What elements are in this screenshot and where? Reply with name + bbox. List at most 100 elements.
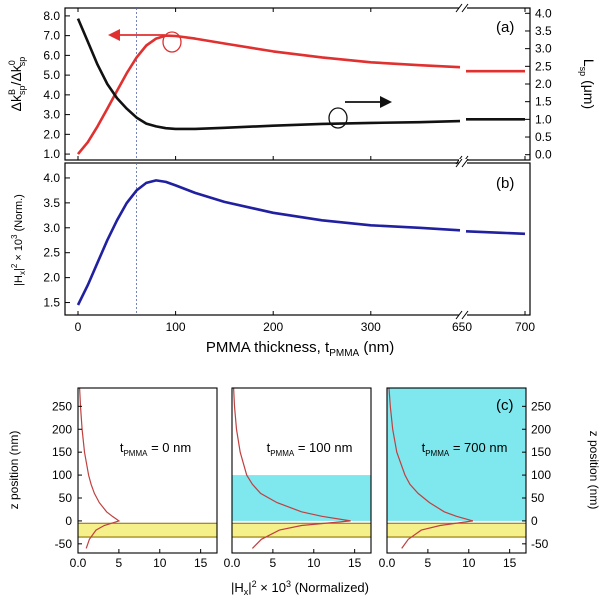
panel-c-x-tick-label: 15 — [348, 556, 362, 570]
field-profile-line — [233, 387, 351, 549]
panel-a-right-tick-label: 2.0 — [535, 77, 552, 91]
panel-a-y-ticks-right: 0.0 0.5 1.0 1.5 2.0 2.5 3.0 3.5 4.0 — [525, 6, 552, 162]
panel-c-x-tick-label: 15 — [194, 556, 208, 570]
panel-a-frame — [64, 7, 531, 161]
panel-c: 0.0 5 10 15 tPMMA = 0 nm 0.0 5 10 15 tPMMA = 100 … — [7, 387, 600, 597]
panel-c-left-tick-label: -50 — [55, 537, 73, 551]
axis-break-mark — [461, 3, 469, 13]
panel-a-right-tick-label: 1.5 — [535, 95, 552, 109]
panel-b-y-tick-label: 2.0 — [43, 271, 60, 285]
panel-a-right-tick-label: 4.0 — [535, 6, 552, 20]
panel-c-subpanel: 0.0 5 10 15 tPMMA = 100 nm — [224, 387, 372, 570]
panel-b-x-ticks — [77, 158, 526, 320]
field-profile-line — [388, 387, 474, 549]
red-curve-marker-circle — [162, 31, 182, 53]
panel-c-x-tick-label: 10 — [307, 556, 321, 570]
panel-b-tag: (b) — [496, 175, 514, 192]
blue-series-line — [76, 179, 461, 306]
panel-c-left-tick-label: 200 — [52, 422, 72, 436]
panel-c-right-axis-label: z position (nm) — [587, 431, 600, 510]
shared-x-tick-label: 100 — [166, 320, 186, 334]
panel-a-left-tick-label: 6.0 — [43, 48, 60, 62]
panel-a-right-tick-label: 2.5 — [535, 59, 552, 73]
axis-break-mark — [455, 310, 463, 320]
panel-a-left-tick-label: 3.0 — [43, 108, 60, 122]
red-series-line — [76, 34, 461, 155]
panel-c-left-tick-label: 50 — [59, 491, 73, 505]
panel-b-y-tick-label: 4.0 — [43, 171, 60, 185]
gold-layer — [232, 523, 371, 538]
field-profile-line — [79, 387, 121, 549]
panel-b-y-tick-label: 3.0 — [43, 221, 60, 235]
gold-layer — [387, 523, 526, 538]
panel-b-y-ticks: 1.5 2.0 2.5 3.0 3.5 4.0 — [43, 171, 70, 310]
panel-c-x-tick-label: 0.0 — [70, 556, 87, 570]
panel-c-subpanel: 0.0 5 10 15 tPMMA = 0 nm — [70, 387, 218, 570]
panel-b-axis-label: |Hx|2 × 103 (Norm.) — [10, 194, 27, 286]
panel-c-left-tick-label: 150 — [52, 445, 72, 459]
panel-b-y-tick-label: 2.5 — [43, 246, 60, 260]
panel-c-subpanels: 0.0 5 10 15 tPMMA = 0 nm 0.0 5 10 15 tPMMA = 100 … — [70, 387, 527, 570]
axis-break-gap — [459, 311, 467, 319]
panel-c-left-tick-label: 250 — [52, 399, 72, 413]
panel-a-left-tick-label: 4.0 — [43, 88, 60, 102]
thickness-label: tPMMA = 0 nm — [120, 440, 191, 458]
panel-a-right-tick-label: 1.0 — [535, 112, 552, 126]
panel-c-frame — [77, 387, 218, 554]
panel-b-y-tick-label: 1.5 — [43, 296, 60, 310]
panel-c-right-tick-label: -50 — [531, 537, 549, 551]
panel-c-right-tick-label: 150 — [531, 445, 551, 459]
right-axis-arrow-head — [380, 96, 392, 108]
panel-c-tag: (c) — [496, 397, 514, 414]
panel-b-series — [76, 179, 526, 306]
panel-c-y-ticks-right: -50 0 50 100 150 200 250 — [522, 399, 551, 551]
gold-layer — [78, 523, 217, 538]
panel-a-left-tick-label: 2.0 — [43, 127, 60, 141]
panel-c-x-tick-label: 0.0 — [224, 556, 241, 570]
axis-break-mark — [461, 158, 469, 168]
panel-a: 1.0 2.0 3.0 4.0 5.0 6.0 7.0 8.0 0.0 0.5 1.0 1.5 2.0… — [7, 3, 597, 165]
axis-break-gap — [459, 4, 467, 12]
shared-x-tick-label: 0 — [75, 320, 82, 334]
panel-c-left-axis-label: z position (nm) — [7, 431, 21, 510]
panel-a-left-tick-label: 1.0 — [43, 147, 60, 161]
panel-c-x-tick-label: 10 — [153, 556, 167, 570]
panel-c-subpanel: 0.0 5 10 15 tPMMA = 700 nm — [379, 387, 527, 570]
panel-a-left-tick-label: 5.0 — [43, 68, 60, 82]
panel-c-x-tick-label: 0.0 — [379, 556, 396, 570]
black-curve-marker-circle — [328, 107, 348, 129]
panel-a-right-tick-label: 3.0 — [535, 42, 552, 56]
panel-b: 1.5 2.0 2.5 3.0 3.5 4.0 (b) |Hx|2 × 103 (Norm… — [10, 158, 536, 359]
shared-x-tick-label: 300 — [361, 320, 381, 334]
panel-c-left-tick-label: 100 — [52, 468, 72, 482]
panel-a-tag: (a) — [496, 19, 514, 36]
panel-a-left-tick-label: 8.0 — [43, 9, 60, 23]
blue-series-line-right — [465, 230, 526, 236]
panel-c-x-tick-label: 5 — [116, 556, 123, 570]
panel-c-x-tick-label: 5 — [425, 556, 432, 570]
axis-break-mark — [455, 158, 463, 168]
pmma-layer — [387, 388, 526, 521]
panel-b-y-tick-label: 3.5 — [43, 196, 60, 210]
shared-x-tick-label: 650 — [452, 320, 472, 334]
panel-c-y-ticks-left: -50 0 50 100 150 200 250 — [52, 399, 82, 551]
pmma-layer — [232, 475, 371, 521]
shared-x-tick-labels: 0 100 200 300 650 700 — [75, 320, 536, 334]
shared-x-tick-label: 200 — [263, 320, 283, 334]
axis-break-mark — [461, 310, 469, 320]
thickness-label: tPMMA = 100 nm — [267, 440, 353, 458]
panel-c-x-tick-label: 10 — [462, 556, 476, 570]
panel-c-frame — [386, 387, 527, 554]
panel-c-right-tick-label: 200 — [531, 422, 551, 436]
panel-c-right-tick-label: 0 — [531, 514, 538, 528]
panel-b-frame — [64, 162, 531, 316]
panel-a-x-ticks — [77, 3, 526, 165]
panel-a-right-tick-label: 3.5 — [535, 24, 552, 38]
shared-x-tick-label: 700 — [515, 320, 535, 334]
axis-break-gap — [459, 159, 467, 167]
panel-c-right-tick-label: 50 — [531, 491, 545, 505]
panel-a-right-tick-label: 0.5 — [535, 130, 552, 144]
panel-a-right-axis-label: Lsp (μm) — [578, 59, 597, 109]
panel-a-right-tick-label: 0.0 — [535, 148, 552, 162]
